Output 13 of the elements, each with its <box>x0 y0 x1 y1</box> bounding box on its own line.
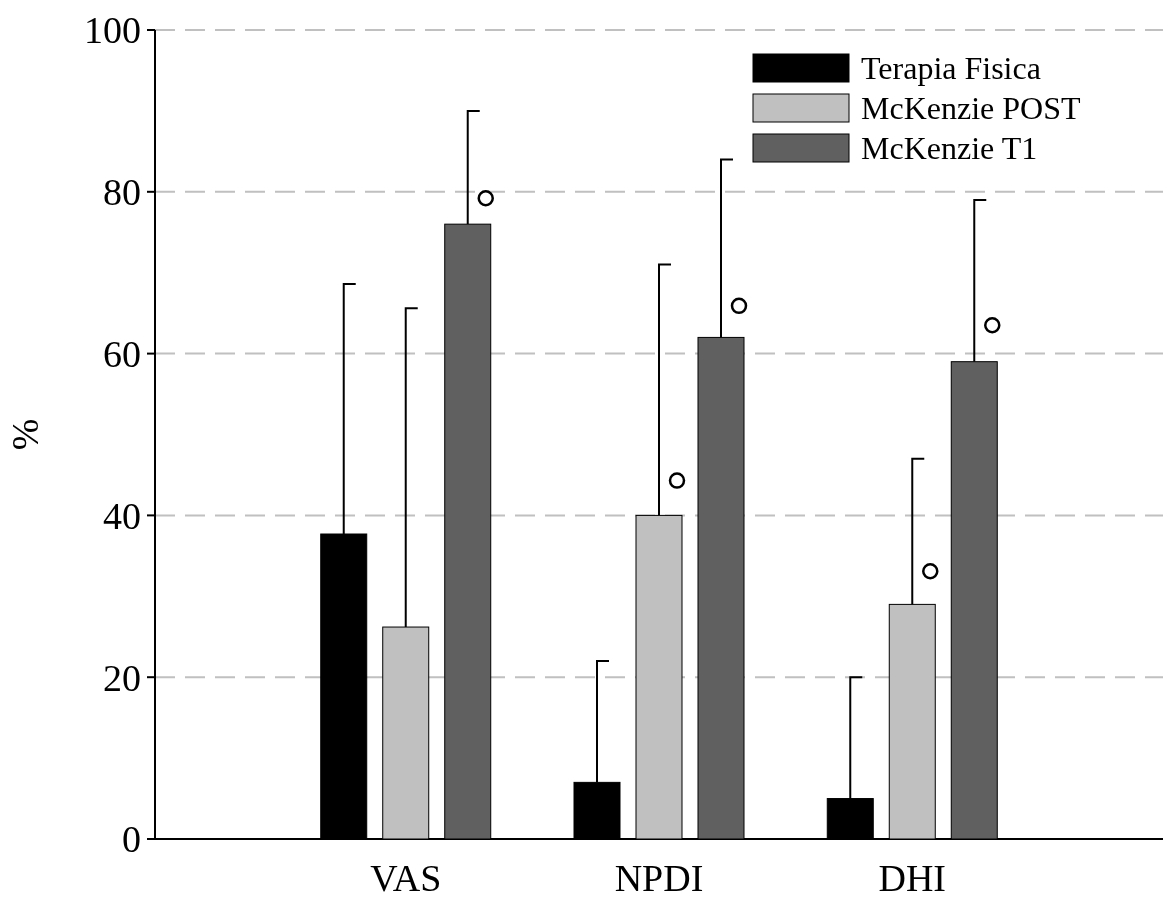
y-axis-title: % <box>4 418 46 451</box>
y-tick-label: 40 <box>103 494 141 537</box>
x-tick-label: NPDI <box>614 857 704 899</box>
legend-label: Terapia Fisica <box>861 50 1041 87</box>
x-tick-label: DHI <box>878 857 947 899</box>
y-tick-label: 60 <box>103 332 141 375</box>
y-tick-label: 80 <box>103 171 141 214</box>
y-tick-label: 100 <box>84 9 141 52</box>
legend-label: McKenzie POST <box>861 90 1081 127</box>
legend-label: McKenzie T1 <box>861 130 1038 167</box>
x-tick-label: VAS <box>370 857 442 899</box>
y-tick-label: 20 <box>103 656 141 699</box>
y-tick-label: 0 <box>122 818 141 861</box>
